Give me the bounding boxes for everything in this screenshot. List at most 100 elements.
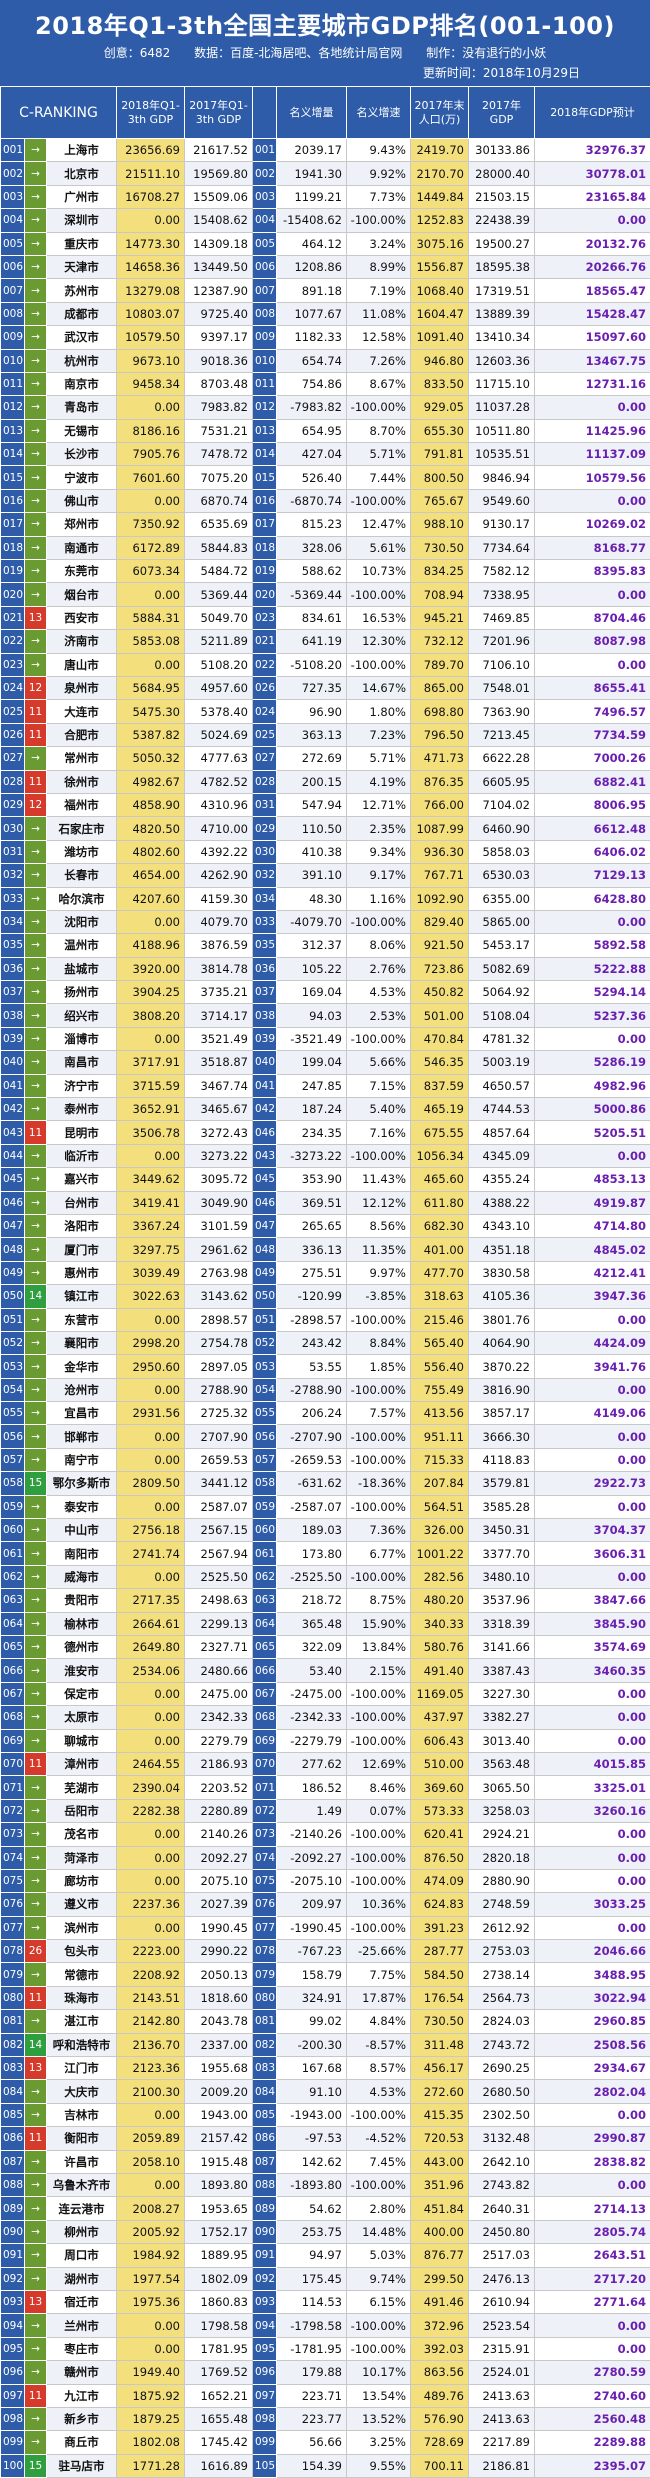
rank-cell: 045 [1,1168,25,1191]
population-2017: 1087.99 [411,817,469,840]
gdp-2018-q3: 13279.08 [117,279,185,302]
rank-cell: 072 [1,1799,25,1822]
gdp-2018-forecast: 2560.48 [535,2407,650,2430]
nominal-increase: 169.04 [277,981,347,1004]
population-2017: 576.90 [411,2407,469,2430]
rank-2017-cell: 036 [253,957,277,980]
nominal-growth: 2.35% [347,817,411,840]
rank-2017-cell: 001 [253,139,277,162]
nominal-increase: -631.62 [277,1472,347,1495]
gdp-2018-q3: 14773.30 [117,232,185,255]
city-name: 宜昌市 [47,1402,117,1425]
gdp-2018-q3: 1875.92 [117,2384,185,2407]
rank-2017-cell: 083 [253,2057,277,2080]
city-name: 成都市 [47,302,117,325]
city-name: 榆林市 [47,1612,117,1635]
gdp-2017-q3: 2140.26 [185,1823,253,1846]
rank-change-badge: → [25,326,47,349]
nominal-increase: 200.15 [277,770,347,793]
gdp-2018-forecast: 15097.60 [535,326,650,349]
gdp-2018-forecast: 5222.88 [535,957,650,980]
rank-cell: 073 [1,1823,25,1846]
table-header-row: C-RANKING 2018年Q1-3th GDP 2017年Q1-3th GD… [1,87,650,139]
gdp-2017-q3: 15408.62 [185,209,253,232]
rank-change-badge: → [25,653,47,676]
nominal-increase: 834.61 [277,606,347,629]
nominal-growth: 1.16% [347,887,411,910]
gdp-2018-q3: 0.00 [117,1378,185,1401]
nominal-growth: 12.71% [347,793,411,816]
rank-cell: 069 [1,1729,25,1752]
rank-cell: 038 [1,1004,25,1027]
city-name: 江门市 [47,2057,117,2080]
population-2017: 876.77 [411,2244,469,2267]
nominal-increase: 1077.67 [277,302,347,325]
nominal-growth: 17.87% [347,1986,411,2009]
rank-change-badge: → [25,185,47,208]
rank-change-badge: → [25,2267,47,2290]
population-2017: 564.51 [411,1495,469,1518]
gdp-2018-forecast: 5286.19 [535,1051,650,1074]
gdp-2018-q3: 2058.10 [117,2150,185,2173]
rank-change-badge: → [25,1916,47,1939]
nominal-increase: 641.19 [277,630,347,653]
rank-change-badge: → [25,1612,47,1635]
gdp-2018-forecast: 3260.16 [535,1799,650,1822]
gdp-2018-forecast: 11425.96 [535,419,650,442]
nominal-increase: 187.24 [277,1098,347,1121]
city-name: 衡阳市 [47,2127,117,2150]
gdp-2017-q3: 2788.90 [185,1378,253,1401]
gdp-2017-full: 4345.09 [469,1144,535,1167]
nominal-increase: 189.03 [277,1519,347,1542]
nominal-growth: 7.36% [347,1519,411,1542]
city-name: 珠海市 [47,1986,117,2009]
gdp-2018-q3: 9458.34 [117,372,185,395]
population-2017: 720.53 [411,2127,469,2150]
gdp-2018-forecast: 5237.36 [535,1004,650,1027]
gdp-2018-forecast: 3325.01 [535,1776,650,1799]
gdp-2018-forecast: 3488.95 [535,1963,650,1986]
nominal-growth: -100.00% [347,489,411,512]
rank-cell: 065 [1,1636,25,1659]
gdp-2017-q3: 3735.21 [185,981,253,1004]
rank-cell: 097 [1,2384,25,2407]
meta-line: 创意：6482 数据：百度-北海居吧、各地统计局官网 制作：没有退行的小妖 [0,44,650,61]
gdp-2018-forecast: 0.00 [535,1378,650,1401]
population-2017: 456.17 [411,2057,469,2080]
city-name: 商丘市 [47,2431,117,2454]
rank-change-badge: → [25,1004,47,1027]
population-2017: 584.50 [411,1963,469,1986]
rank-2017-cell: 097 [253,2384,277,2407]
rank-change-badge: → [25,2407,47,2430]
gdp-2017-q3: 21617.52 [185,139,253,162]
rank-2017-cell: 021 [253,630,277,653]
gdp-2017-full: 5865.00 [469,910,535,933]
rank-cell: 013 [1,419,25,442]
city-name: 泉州市 [47,676,117,699]
gdp-2017-full: 7582.12 [469,560,535,583]
rank-cell: 036 [1,957,25,980]
rank-2017-cell: 070 [253,1752,277,1775]
nominal-growth: -100.00% [347,2173,411,2196]
population-2017: 791.81 [411,443,469,466]
rank-cell: 092 [1,2267,25,2290]
nominal-growth: 12.58% [347,326,411,349]
gdp-2018-q3: 0.00 [117,653,185,676]
rank-change-badge: → [25,1589,47,1612]
gdp-2018-q3: 4188.96 [117,934,185,957]
col-header-forecast: 2018年GDP预计 [535,87,650,139]
population-2017: 1449.84 [411,185,469,208]
population-2017: 863.56 [411,2361,469,2384]
nominal-increase: -2342.33 [277,1706,347,1729]
gdp-2017-full: 19500.27 [469,232,535,255]
gdp-2018-forecast: 20132.76 [535,232,650,255]
city-name: 连云港市 [47,2197,117,2220]
nominal-growth: 9.74% [347,2267,411,2290]
